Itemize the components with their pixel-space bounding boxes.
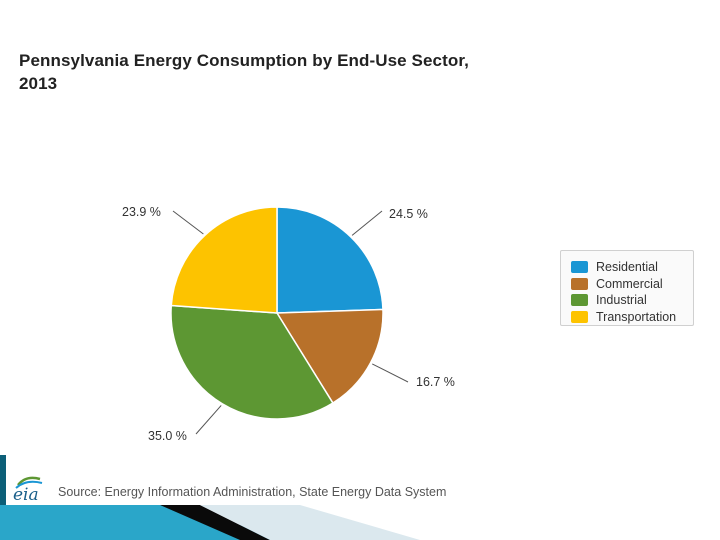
legend-swatch-commercial <box>571 277 588 290</box>
footer-light-stripe <box>200 505 420 540</box>
legend-item-transportation[interactable]: Transportation <box>571 309 693 326</box>
pie-slices <box>170 206 384 420</box>
pie-slice-commercial[interactable] <box>275 308 384 405</box>
eia-logo-icon: eia <box>13 476 43 503</box>
legend-swatch-transportation <box>571 310 588 323</box>
pie-slice-industrial[interactable] <box>170 304 334 420</box>
data-label-transportation: 23.9 % <box>122 205 161 219</box>
legend-item-residential[interactable]: Residential <box>571 259 693 276</box>
legend-swatch-residential <box>571 261 588 274</box>
pie-slice-transportation[interactable] <box>170 206 278 314</box>
legend-swatch-industrial <box>571 294 588 307</box>
legend-item-industrial[interactable]: Industrial <box>571 292 693 309</box>
legend-label-commercial: Commercial <box>596 276 663 291</box>
leader-line-commercial <box>372 363 409 383</box>
eia-logo-arc-blue <box>15 480 43 489</box>
data-label-industrial: 35.0 % <box>148 429 187 443</box>
legend-label-transportation: Transportation <box>596 309 677 324</box>
data-label-residential: 24.5 % <box>389 207 428 221</box>
source-note: Source: Energy Information Administratio… <box>58 485 447 499</box>
leader-line-industrial <box>195 405 222 435</box>
eia-logo-text: eia <box>13 485 39 503</box>
legend: Residential Commercial Industrial Transp… <box>560 250 694 326</box>
data-labels: 24.5 % 16.7 % 35.0 % 23.9 % <box>122 205 455 443</box>
chart-title: Pennsylvania Energy Consumption by End-U… <box>19 51 469 93</box>
footer-band <box>0 455 420 540</box>
pie-slice-residential[interactable] <box>276 206 384 314</box>
legend-label-industrial: Industrial <box>596 293 647 308</box>
eia-logo-arc-green <box>17 476 41 486</box>
legend-item-commercial[interactable]: Commercial <box>571 276 693 293</box>
footer-dark-stripe <box>160 505 270 540</box>
leader-lines <box>172 210 409 435</box>
leader-line-transportation <box>172 210 204 235</box>
data-label-commercial: 16.7 % <box>416 375 455 389</box>
legend-label-residential: Residential <box>596 260 658 275</box>
leader-line-residential <box>351 210 383 236</box>
